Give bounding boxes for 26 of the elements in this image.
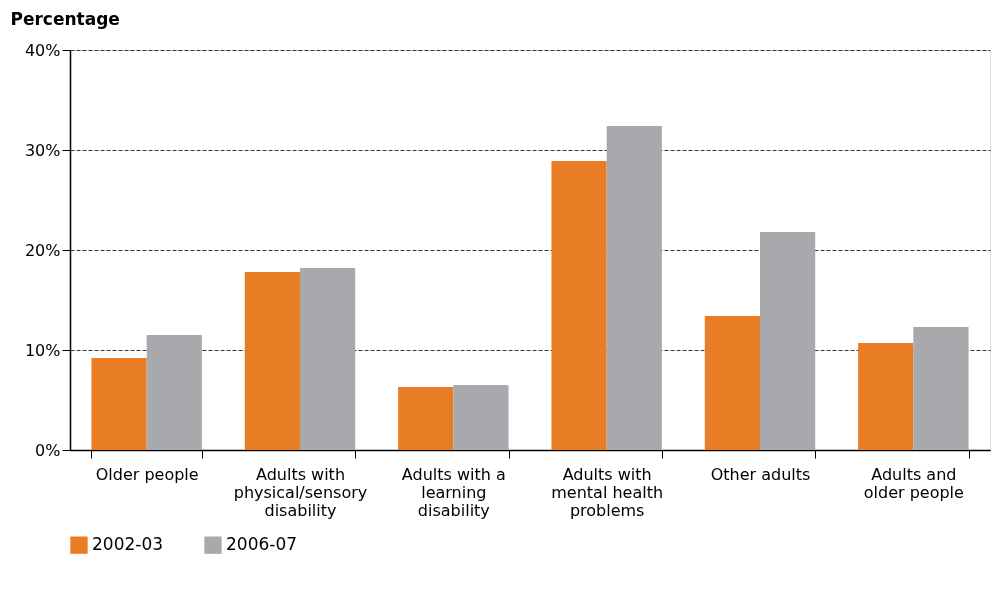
x-tick-label: Adults with a learning disability bbox=[401, 464, 506, 520]
x-tick-label: Older people bbox=[95, 464, 199, 484]
x-tick-label: Adults with mental health problems bbox=[551, 464, 664, 520]
x-tick-label: Other adults bbox=[710, 464, 811, 484]
y-tick-label: 10% bbox=[24, 340, 61, 360]
legend-label: 2002-03 bbox=[92, 534, 164, 555]
y-tick-label: 20% bbox=[24, 240, 61, 260]
bar bbox=[760, 232, 816, 450]
bar bbox=[551, 161, 607, 450]
y-tick-label: 0% bbox=[35, 440, 61, 460]
bar bbox=[913, 327, 969, 450]
bar bbox=[704, 316, 760, 450]
x-tick-label: Adults with physical/sensory disability bbox=[233, 464, 368, 520]
x-tick-label: Adults and older people bbox=[863, 464, 964, 502]
bar bbox=[146, 335, 202, 450]
y-tick-label: 30% bbox=[24, 140, 61, 160]
legend-label: 2006-07 bbox=[226, 534, 298, 555]
bar bbox=[244, 272, 300, 450]
bar bbox=[398, 387, 454, 450]
bar bbox=[91, 358, 147, 450]
bar bbox=[606, 126, 662, 450]
y-axis-title: Percentage bbox=[10, 8, 120, 29]
bar bbox=[300, 268, 356, 450]
y-tick-label: 40% bbox=[24, 40, 61, 60]
bar bbox=[453, 385, 509, 450]
bar bbox=[858, 343, 914, 450]
